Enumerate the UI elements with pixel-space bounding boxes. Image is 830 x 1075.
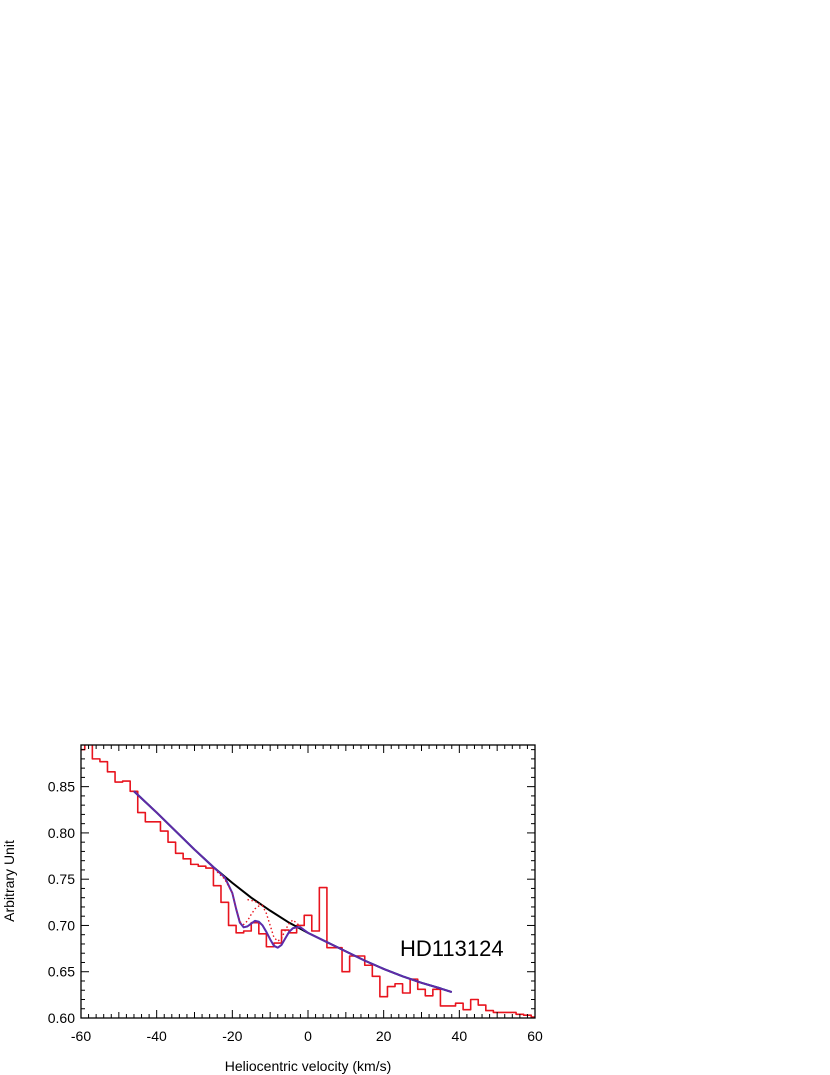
y-tick-label: 0.65 [48, 964, 75, 980]
x-tick-label: -40 [147, 1028, 167, 1044]
x-tick-label: -60 [71, 1028, 91, 1044]
y-tick-label: 0.70 [48, 917, 75, 933]
x-tick-labels: -60 -40 -20 0 20 40 60 [71, 1028, 543, 1044]
series-line-0-step [81, 745, 535, 1018]
tick-layer [80, 745, 536, 1019]
series-line-1-solid [133, 790, 453, 994]
x-tick-label: -20 [222, 1028, 242, 1044]
y-tick-label: 0.60 [48, 1010, 75, 1026]
x-tick-label: 60 [527, 1028, 543, 1044]
series-line-2-solid [133, 790, 453, 994]
y-tick-labels: 0.60 0.65 0.70 0.75 0.80 0.85 [48, 779, 75, 1026]
series-layer [81, 745, 535, 1018]
series-line-5-solid [133, 790, 452, 993]
series-line-3-dotted [216, 871, 263, 926]
x-tick-label: 40 [452, 1028, 468, 1044]
x-tick-label: 20 [376, 1028, 392, 1044]
plot-frame [80, 744, 536, 1019]
y-tick-label: 0.75 [48, 871, 75, 887]
y-tick-label: 0.80 [48, 825, 75, 841]
star-name-annotation: HD113124 [400, 936, 504, 961]
y-axis-label: Arbitrary Unit [1, 840, 17, 922]
x-tick-label: 0 [304, 1028, 312, 1044]
x-axis-label: Heliocentric velocity (km/s) [225, 1058, 391, 1074]
series-line-4-dotted [247, 898, 301, 942]
y-tick-label: 0.85 [48, 779, 75, 795]
